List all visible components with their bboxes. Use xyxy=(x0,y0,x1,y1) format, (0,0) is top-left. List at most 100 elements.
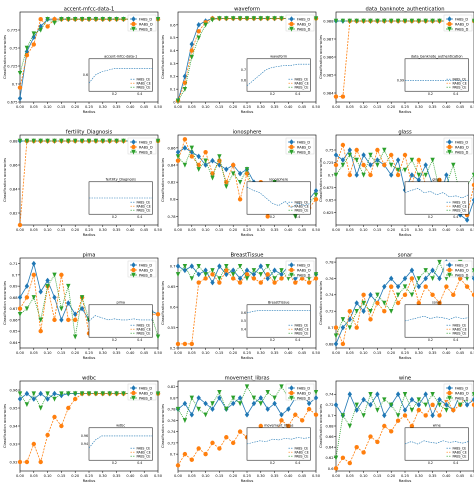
data-point xyxy=(389,172,394,178)
legend-marker xyxy=(447,385,452,391)
x-tick-label: 0.35 xyxy=(113,474,121,478)
x-tick-label: 0.20 xyxy=(229,228,238,232)
x-tick-label: 0.40 xyxy=(284,105,293,109)
data-point xyxy=(38,390,43,397)
y-tick-label: 0.93 xyxy=(9,442,17,446)
data-point xyxy=(313,16,319,22)
y-axis-label: Classification accuracies xyxy=(319,35,323,79)
x-tick-label: 0.40 xyxy=(442,351,451,355)
data-point xyxy=(375,439,380,445)
data-point xyxy=(402,284,408,290)
inset-frame xyxy=(404,58,469,92)
data-point xyxy=(409,292,415,298)
data-point xyxy=(251,16,257,22)
data-point xyxy=(437,396,442,403)
data-point xyxy=(121,138,126,144)
data-point xyxy=(347,423,352,429)
data-point xyxy=(347,391,352,398)
data-point xyxy=(196,29,201,34)
data-point xyxy=(45,277,50,284)
x-tick-label: 0.10 xyxy=(44,351,53,355)
data-point xyxy=(437,177,442,183)
x-tick-label: 0.05 xyxy=(346,351,354,355)
data-point xyxy=(340,142,346,148)
inset-line xyxy=(246,310,311,314)
data-point xyxy=(38,27,43,33)
y-tick-label: 0.78 xyxy=(325,260,334,264)
data-point xyxy=(231,267,236,274)
data-point xyxy=(244,384,250,390)
data-point xyxy=(354,444,359,450)
subplot-5: ionosphere 0.78 0.8 0.82 0.84 0.86 0.00 0.05 0.1… xyxy=(161,130,321,238)
data-point xyxy=(293,412,298,417)
inset-x-tick-label: 0.2 xyxy=(428,461,433,465)
data-point xyxy=(114,138,119,144)
data-point xyxy=(17,306,23,311)
data-point xyxy=(237,197,243,202)
data-point xyxy=(93,138,99,144)
legend-marker xyxy=(131,149,136,155)
data-point xyxy=(279,384,284,390)
data-point xyxy=(471,402,474,408)
data-point xyxy=(347,308,352,314)
legend-marker xyxy=(447,21,452,27)
data-point xyxy=(244,272,250,277)
data-point xyxy=(354,402,359,408)
y-tick-label: 0.68 xyxy=(325,424,334,428)
data-point xyxy=(458,402,463,408)
y-tick-label: 0.88 xyxy=(9,139,18,143)
inset-title: glass xyxy=(432,178,441,182)
data-point xyxy=(382,18,387,24)
x-tick-label: 0.15 xyxy=(373,228,381,232)
data-point xyxy=(402,292,408,298)
data-point xyxy=(38,317,43,323)
data-point xyxy=(444,172,449,178)
y-tick-label: 0.7 xyxy=(12,273,18,277)
inset-x-tick-label: 0.4 xyxy=(137,215,142,219)
data-point xyxy=(175,341,181,347)
data-point xyxy=(196,22,201,28)
legend-marker xyxy=(131,139,136,145)
data-point xyxy=(361,152,366,158)
x-tick-label: 0.30 xyxy=(257,105,266,109)
data-point xyxy=(416,157,421,163)
data-point xyxy=(45,391,50,397)
y-tick-label: 0.725 xyxy=(7,64,17,68)
data-point xyxy=(66,391,71,397)
data-point xyxy=(430,267,435,274)
data-point xyxy=(155,17,161,22)
data-point xyxy=(354,407,359,413)
y-tick-label: 0.94 xyxy=(9,424,18,428)
x-tick-label: 0.35 xyxy=(429,351,437,355)
inset-title: movement_libras xyxy=(264,424,294,428)
data-point xyxy=(73,391,78,397)
data-point xyxy=(258,16,263,22)
data-point xyxy=(471,292,474,298)
data-point xyxy=(203,158,208,164)
y-tick-label: 0.675 xyxy=(323,186,333,190)
y-tick-label: 0.71 xyxy=(9,262,17,266)
legend-label: RABS_D xyxy=(297,22,311,26)
y-axis-label: Classification accuracies xyxy=(319,281,323,325)
x-tick-label: 0.00 xyxy=(16,105,25,109)
data-point xyxy=(182,73,188,80)
data-point xyxy=(224,271,229,278)
inset-x-tick-label: 0.4 xyxy=(295,92,300,96)
inset-legend-label: PABS_CE xyxy=(136,85,150,89)
inset-frame xyxy=(246,181,311,215)
data-point xyxy=(471,197,474,203)
inset-title: BreastTissue xyxy=(268,301,290,305)
data-point xyxy=(155,334,161,340)
legend-marker xyxy=(289,149,294,155)
data-point xyxy=(231,440,236,446)
data-point xyxy=(313,192,319,198)
y-tick-label: 0.86 xyxy=(167,146,176,150)
subplot-title: sonar xyxy=(398,253,413,259)
data-point xyxy=(361,300,366,306)
x-axis-label: Radius xyxy=(241,355,254,360)
y-tick-label: 0.675 xyxy=(7,100,17,104)
data-point xyxy=(231,276,236,281)
data-point xyxy=(17,95,23,102)
data-point xyxy=(189,341,194,347)
